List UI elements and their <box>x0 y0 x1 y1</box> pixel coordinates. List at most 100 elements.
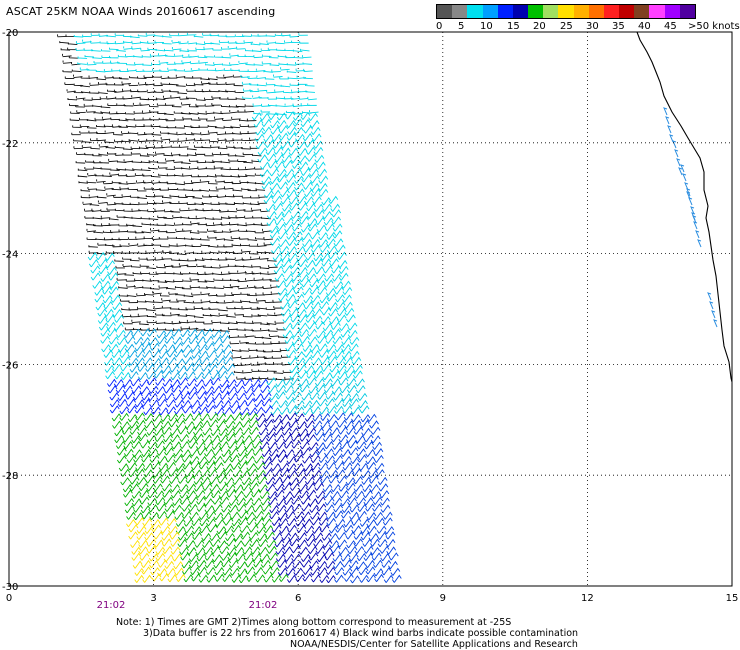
wind-barb <box>286 119 296 128</box>
wind-barb <box>386 546 397 555</box>
wind-barb <box>197 566 207 575</box>
wind-barb <box>136 293 146 297</box>
wind-barb <box>318 239 329 248</box>
wind-barb <box>109 55 119 59</box>
wind-barb <box>183 300 194 304</box>
wind-barb <box>178 41 188 45</box>
wind-barb <box>133 336 144 345</box>
wind-barb <box>95 69 106 73</box>
wind-barb <box>173 342 183 351</box>
wind-barb <box>176 243 187 247</box>
wind-barb <box>137 76 147 79</box>
wind-barb <box>231 518 242 527</box>
wind-barb <box>195 547 206 556</box>
wind-barb <box>317 335 327 344</box>
wind-barb <box>262 566 273 575</box>
wind-barb <box>195 215 206 220</box>
wind-barb <box>116 49 126 52</box>
wind-barb <box>304 525 315 534</box>
wind-barb <box>75 105 85 108</box>
wind-barb <box>183 356 194 365</box>
wind-barb <box>126 125 136 128</box>
wind-barb <box>278 517 289 527</box>
wind-barb <box>208 181 218 185</box>
wind-barb <box>153 305 164 310</box>
wind-barb <box>133 454 143 463</box>
wind-barb <box>302 62 313 65</box>
wind-barb <box>278 399 289 408</box>
wind-barb <box>67 42 78 45</box>
wind-barb <box>179 440 190 449</box>
wind-barb <box>278 239 289 248</box>
wind-barb <box>225 433 236 442</box>
wind-barb <box>294 351 305 360</box>
wind-barb <box>160 137 171 141</box>
wind-barb <box>186 426 197 435</box>
wind-barb <box>123 489 133 498</box>
wind-barb <box>197 55 208 59</box>
wind-barb <box>303 76 313 80</box>
wind-barb <box>158 237 169 240</box>
wind-barb <box>225 420 236 429</box>
wind-barb <box>98 91 108 95</box>
wind-barb <box>91 49 101 52</box>
wind-barb <box>713 319 718 328</box>
wind-barb <box>151 406 161 415</box>
wind-barb <box>300 553 311 562</box>
wind-barb <box>297 147 308 156</box>
wind-barb <box>84 208 94 212</box>
wind-barb <box>331 434 341 443</box>
wind-barb <box>279 245 290 254</box>
wind-barb <box>291 440 302 449</box>
wind-barb <box>286 463 297 472</box>
wind-barb <box>147 47 157 51</box>
wind-barb <box>155 440 165 449</box>
wind-barb <box>211 320 221 324</box>
wind-barb <box>146 377 157 386</box>
wind-barb <box>123 209 133 212</box>
wind-barb <box>219 379 230 388</box>
wind-barb <box>269 168 280 177</box>
wind-barb <box>161 364 171 373</box>
wind-barb <box>325 455 335 464</box>
wind-barb <box>223 74 233 79</box>
wind-barb <box>139 264 150 267</box>
wind-barb <box>281 33 291 37</box>
wind-barb <box>289 364 300 373</box>
wind-barb <box>292 560 303 569</box>
wind-barb <box>372 503 382 512</box>
wind-barb <box>118 286 128 289</box>
wind-barb <box>373 448 384 457</box>
wind-barb <box>326 517 337 526</box>
wind-barb <box>253 63 264 66</box>
wind-barb <box>272 414 283 423</box>
wind-barb <box>207 175 217 178</box>
wind-barb <box>80 76 91 79</box>
wind-barb <box>170 546 181 555</box>
wind-barb <box>270 189 281 198</box>
wind-barb <box>117 392 128 401</box>
wind-barb <box>123 329 134 338</box>
wind-barb <box>246 118 257 122</box>
wind-barb <box>315 161 326 170</box>
wind-barb <box>325 560 336 569</box>
wind-barb <box>123 159 134 163</box>
wind-barb <box>199 419 210 429</box>
wind-barb <box>185 194 195 198</box>
wind-barb <box>257 533 268 542</box>
wind-barb <box>331 216 342 225</box>
wind-barb <box>114 33 125 36</box>
wind-barb <box>93 111 104 114</box>
wind-barb <box>169 419 179 428</box>
wind-barb <box>111 349 122 358</box>
legend-label: 25 <box>560 21 573 32</box>
wind-barb <box>160 82 171 85</box>
wind-barb <box>285 287 296 296</box>
wind-barb <box>116 111 126 115</box>
wind-barb <box>62 60 73 64</box>
wind-barb <box>142 357 153 366</box>
wind-barb <box>365 503 375 512</box>
wind-barb <box>249 89 260 93</box>
wind-barb <box>118 294 129 297</box>
wind-barb <box>232 132 242 135</box>
